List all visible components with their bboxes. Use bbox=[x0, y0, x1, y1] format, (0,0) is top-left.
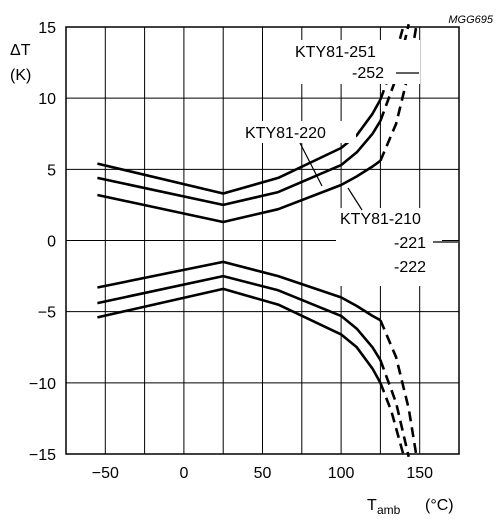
series-line-6 bbox=[97, 287, 382, 384]
series-extrapolation-4 bbox=[379, 319, 418, 458]
series-line-5 bbox=[97, 274, 382, 361]
series-line-2 bbox=[97, 120, 382, 207]
annotation-bg-lower bbox=[336, 208, 442, 286]
leader-middle bbox=[299, 142, 323, 187]
y-tick-label: 10 bbox=[38, 91, 56, 108]
y-axis-symbol: ΔT bbox=[10, 42, 31, 59]
y-tick-label: 0 bbox=[47, 234, 56, 251]
y-tick-label: 5 bbox=[47, 162, 56, 179]
annotation-222: -222 bbox=[394, 259, 426, 276]
y-axis-unit: (K) bbox=[10, 67, 31, 84]
y-tick-label: −15 bbox=[29, 447, 56, 464]
x-tick-label: −50 bbox=[92, 465, 119, 482]
figure-code: MGG695 bbox=[448, 14, 494, 26]
x-tick-label: 150 bbox=[406, 465, 433, 482]
x-axis-label: T amb (°C) bbox=[367, 497, 454, 517]
x-axis-symbol: T bbox=[367, 497, 377, 514]
annotation-252: -252 bbox=[352, 65, 384, 82]
series-line-1 bbox=[97, 98, 382, 195]
x-axis-subscript: amb bbox=[377, 503, 401, 517]
y-tick-label: −10 bbox=[29, 376, 56, 393]
annotation-bg-upper bbox=[292, 40, 420, 84]
series-extrapolation-5 bbox=[379, 359, 410, 458]
series-line-3 bbox=[97, 159, 382, 224]
annotation-221: -221 bbox=[394, 235, 426, 252]
series-line-4 bbox=[97, 260, 382, 322]
x-axis-unit: (°C) bbox=[425, 497, 454, 514]
x-tick-label: 0 bbox=[179, 465, 188, 482]
y-tick-label: 15 bbox=[38, 20, 56, 37]
annotation-kty81-251: KTY81-251 bbox=[295, 44, 376, 61]
annotation-bg-middle bbox=[242, 121, 356, 143]
annotation-kty81-210: KTY81-210 bbox=[340, 211, 421, 228]
x-tick-label: 100 bbox=[328, 465, 355, 482]
plot-frame bbox=[65, 26, 460, 455]
annotation-kty81-220: KTY81-220 bbox=[245, 125, 326, 142]
y-tick-label: −5 bbox=[38, 305, 56, 322]
leader-lower bbox=[347, 187, 363, 211]
annotations: KTY81-251 -252 KTY81-220 KTY81-210 -221 … bbox=[242, 40, 458, 286]
x-tick-label: 50 bbox=[254, 465, 272, 482]
